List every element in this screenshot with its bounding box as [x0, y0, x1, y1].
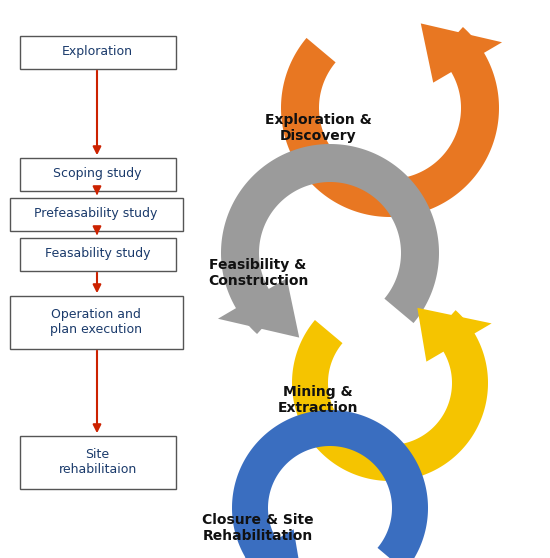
Text: Closure & Site
Rehabilitation: Closure & Site Rehabilitation [202, 513, 314, 543]
FancyBboxPatch shape [9, 198, 183, 230]
Text: Feasability study: Feasability study [45, 248, 150, 261]
Polygon shape [232, 410, 428, 558]
Text: Prefeasability study: Prefeasability study [34, 208, 158, 220]
Text: Site
rehabilitaion: Site rehabilitaion [58, 448, 136, 476]
Polygon shape [421, 23, 502, 83]
FancyBboxPatch shape [9, 296, 183, 349]
FancyBboxPatch shape [19, 435, 175, 488]
Text: Mining &
Extraction: Mining & Extraction [278, 385, 358, 415]
Text: Feasibility &
Construction: Feasibility & Construction [208, 258, 308, 288]
FancyBboxPatch shape [19, 238, 175, 271]
FancyBboxPatch shape [19, 157, 175, 190]
Polygon shape [292, 310, 488, 481]
Polygon shape [221, 144, 439, 334]
Polygon shape [228, 530, 302, 558]
Text: Exploration: Exploration [62, 46, 133, 59]
Polygon shape [218, 278, 299, 338]
FancyBboxPatch shape [19, 36, 175, 69]
Text: Exploration &
Discovery: Exploration & Discovery [265, 113, 371, 143]
Polygon shape [417, 308, 492, 362]
Text: Operation and
plan execution: Operation and plan execution [50, 308, 142, 336]
Polygon shape [281, 27, 499, 217]
Text: Scoping study: Scoping study [53, 167, 142, 180]
